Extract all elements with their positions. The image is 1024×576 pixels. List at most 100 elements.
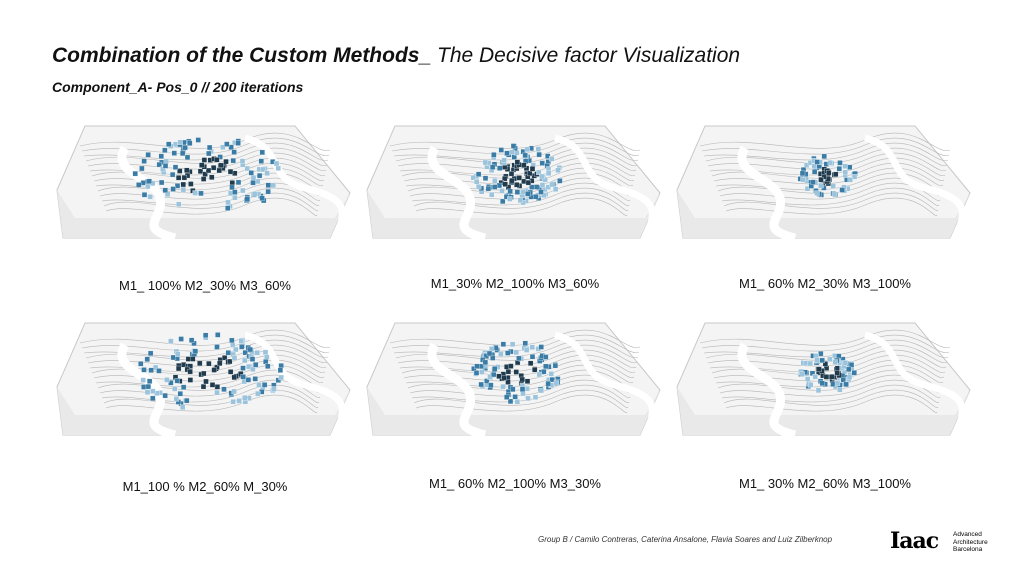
- voxel: [535, 146, 542, 152]
- voxel: [525, 179, 532, 186]
- voxel: [533, 194, 539, 200]
- contour-line: [99, 379, 321, 398]
- voxel: [278, 363, 284, 369]
- voxel: [484, 378, 490, 384]
- voxel: [533, 184, 540, 190]
- contour-line: [105, 197, 318, 216]
- voxel: [509, 177, 515, 184]
- voxel: [229, 184, 235, 191]
- voxel: [475, 171, 482, 177]
- voxel: [489, 192, 495, 198]
- voxel: [555, 167, 561, 173]
- voxel-cluster: [797, 153, 858, 198]
- voxel: [146, 178, 152, 184]
- voxel: [810, 179, 816, 185]
- contour-line: [703, 339, 949, 358]
- voxel: [814, 159, 820, 165]
- terrain-ribbon: [244, 134, 346, 229]
- panel-1: M1_ 100% M2_30% M3_60%: [55, 118, 355, 303]
- voxel: [827, 160, 833, 166]
- terrain-visual: [56, 322, 351, 440]
- voxel: [256, 382, 262, 388]
- voxel: [818, 183, 824, 189]
- voxel: [473, 370, 480, 376]
- contour-line: [397, 349, 637, 368]
- voxel: [834, 380, 841, 387]
- voxel: [552, 186, 559, 192]
- voxel: [217, 360, 223, 367]
- panel-6: M1_ 30% M2_60% M3_100%: [675, 315, 975, 500]
- voxel: [525, 395, 531, 402]
- voxel: [815, 387, 822, 394]
- voxel: [250, 366, 256, 372]
- voxel: [252, 376, 258, 382]
- panel-caption: M1_100 % M2_60% M_30%: [122, 479, 288, 494]
- voxel: [802, 360, 809, 366]
- contour-line: [699, 329, 951, 348]
- voxel: [498, 351, 504, 357]
- voxel: [223, 158, 229, 165]
- contour-line: [83, 142, 329, 161]
- voxel: [848, 362, 855, 368]
- contour-line: [101, 384, 320, 403]
- page-title: Combination of the Custom Methods_ The D…: [52, 44, 740, 68]
- voxel: [178, 336, 184, 342]
- voxel: [179, 150, 186, 157]
- voxel: [200, 383, 207, 390]
- voxel: [217, 154, 223, 160]
- voxel: [146, 378, 153, 384]
- page-title-light: The Decisive factor Visualization: [431, 44, 741, 67]
- voxel: [206, 150, 212, 157]
- voxel: [144, 389, 151, 395]
- terrain-ribbon: [427, 145, 487, 243]
- voxel: [514, 189, 521, 195]
- voxel: [211, 367, 217, 373]
- voxel: [818, 176, 824, 183]
- contour-line: [93, 167, 324, 186]
- voxel: [834, 365, 841, 371]
- voxel: [264, 170, 270, 176]
- voxel: [836, 166, 842, 172]
- credit-line: Group B / Camilo Contreras, Caterina Ans…: [538, 535, 833, 544]
- voxel: [482, 159, 489, 166]
- panel-caption: M1_ 60% M2_100% M3_30%: [429, 476, 601, 491]
- voxel: [837, 387, 843, 393]
- voxel: [536, 371, 542, 378]
- voxel: [180, 362, 187, 368]
- voxel: [181, 174, 188, 181]
- voxel: [179, 404, 186, 410]
- voxel: [140, 180, 146, 186]
- voxel: [539, 160, 545, 166]
- voxel: [529, 166, 536, 172]
- voxel: [501, 157, 507, 163]
- voxel: [242, 395, 248, 401]
- terrain-ribbon: [864, 331, 966, 426]
- logo-line: Advanced: [953, 531, 982, 538]
- voxel: [162, 392, 168, 399]
- voxel: [488, 346, 495, 352]
- voxel: [510, 143, 517, 149]
- voxel: [214, 157, 220, 163]
- voxel: [837, 160, 843, 166]
- voxel: [541, 192, 547, 198]
- voxel: [180, 181, 186, 188]
- voxel-cluster: [132, 137, 281, 211]
- voxel: [250, 175, 257, 181]
- voxel: [804, 376, 811, 382]
- page-title-bold: Combination of the Custom Methods_: [52, 44, 432, 67]
- voxel: [800, 177, 806, 183]
- voxel: [177, 391, 183, 397]
- voxel: [265, 363, 271, 369]
- voxel: [811, 163, 817, 169]
- voxel: [502, 175, 508, 182]
- terrain-visual: [676, 125, 971, 243]
- contour-line: [723, 192, 939, 211]
- voxel: [500, 341, 507, 347]
- voxel: [184, 397, 190, 404]
- voxel: [496, 373, 502, 379]
- voxel: [249, 356, 256, 362]
- contour-line: [705, 147, 948, 166]
- voxel: [152, 364, 159, 371]
- voxel: [180, 384, 187, 390]
- contour-line: [411, 384, 630, 403]
